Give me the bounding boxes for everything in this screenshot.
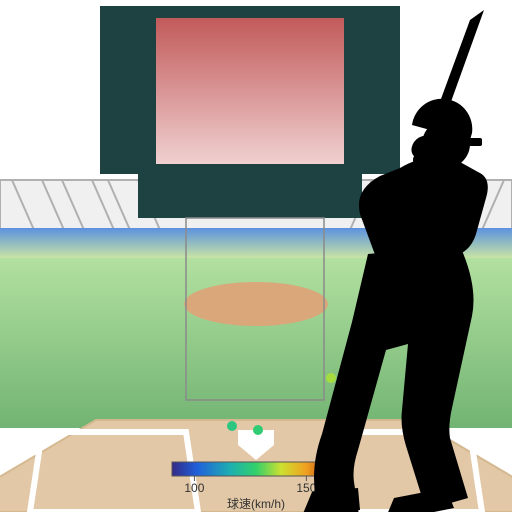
pitch-location-chart: 100150球速(km/h) <box>0 0 512 512</box>
pitchers-mound <box>184 282 328 326</box>
scene-svg: 100150球速(km/h) <box>0 0 512 512</box>
scoreboard-screen <box>156 18 344 164</box>
pitch-marker <box>227 421 237 431</box>
legend-tick-label: 100 <box>184 481 204 495</box>
legend-label: 球速(km/h) <box>227 497 285 511</box>
scoreboard-base <box>138 174 362 218</box>
pitch-marker <box>253 425 263 435</box>
pitch-marker <box>326 373 336 383</box>
